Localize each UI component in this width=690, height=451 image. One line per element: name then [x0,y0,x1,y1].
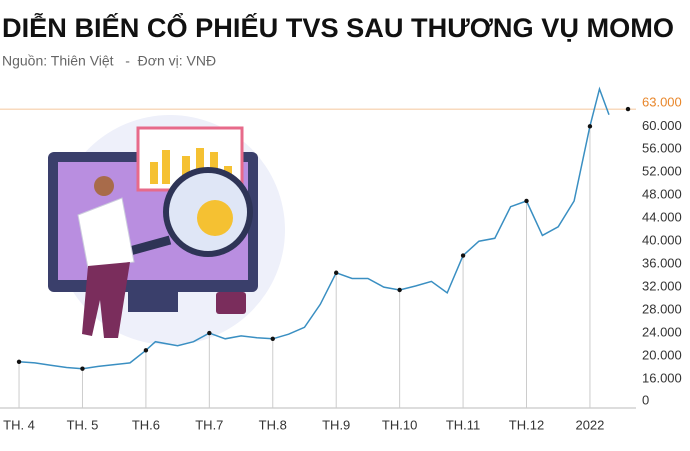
series-line [18,86,610,370]
y-tick-label: 52.000 [642,164,682,179]
y-tick-label: 44.000 [642,210,682,225]
month-dot [270,336,275,342]
y-tick-label: 40.000 [642,233,682,248]
month-dot [334,270,339,275]
x-tick-label: 2022 [575,417,604,432]
month-dot [80,366,85,371]
y-tick-label: 60.000 [642,118,682,133]
x-tick-label: TH. 4 [3,417,35,432]
month-dot [397,287,402,293]
month-dot [16,359,22,364]
y-tick-label: 16.000 [642,370,682,385]
y-tick-label: 32.000 [642,279,682,294]
month-dot [587,124,593,129]
y-tick-label: 0 [642,392,649,407]
chart-subtitle: Nguồn: Thiên Việt - Đơn vị: VNĐ [2,53,216,69]
x-tick-label: TH.10 [382,417,417,432]
x-tick-label: TH.11 [446,417,480,432]
reference-label: 63.000 [642,95,682,110]
month-dot [460,253,466,258]
x-tick-label: TH.9 [322,417,350,432]
reference-dot [625,106,631,112]
month-dot [143,348,149,353]
month-dot [524,198,529,204]
x-tick-label: TH. 5 [67,417,99,432]
y-tick-label: 36.000 [642,256,682,271]
x-tick-label: TH.8 [259,417,287,432]
x-tick-label: TH.7 [195,417,223,432]
x-tick-label: TH.12 [509,417,544,432]
y-tick-label: 28.000 [642,302,682,317]
y-tick-label: 24.000 [642,324,682,339]
chart-title: DIỄN BIẾN CỔ PHIẾU TVS SAU THƯƠNG VỤ MOM… [2,12,674,43]
x-tick-label: TH.6 [132,417,160,432]
y-tick-label: 56.000 [642,141,682,156]
y-tick-label: 48.000 [642,187,682,202]
month-dot [207,330,212,336]
y-tick-label: 20.000 [642,347,682,362]
illustration [48,115,285,345]
